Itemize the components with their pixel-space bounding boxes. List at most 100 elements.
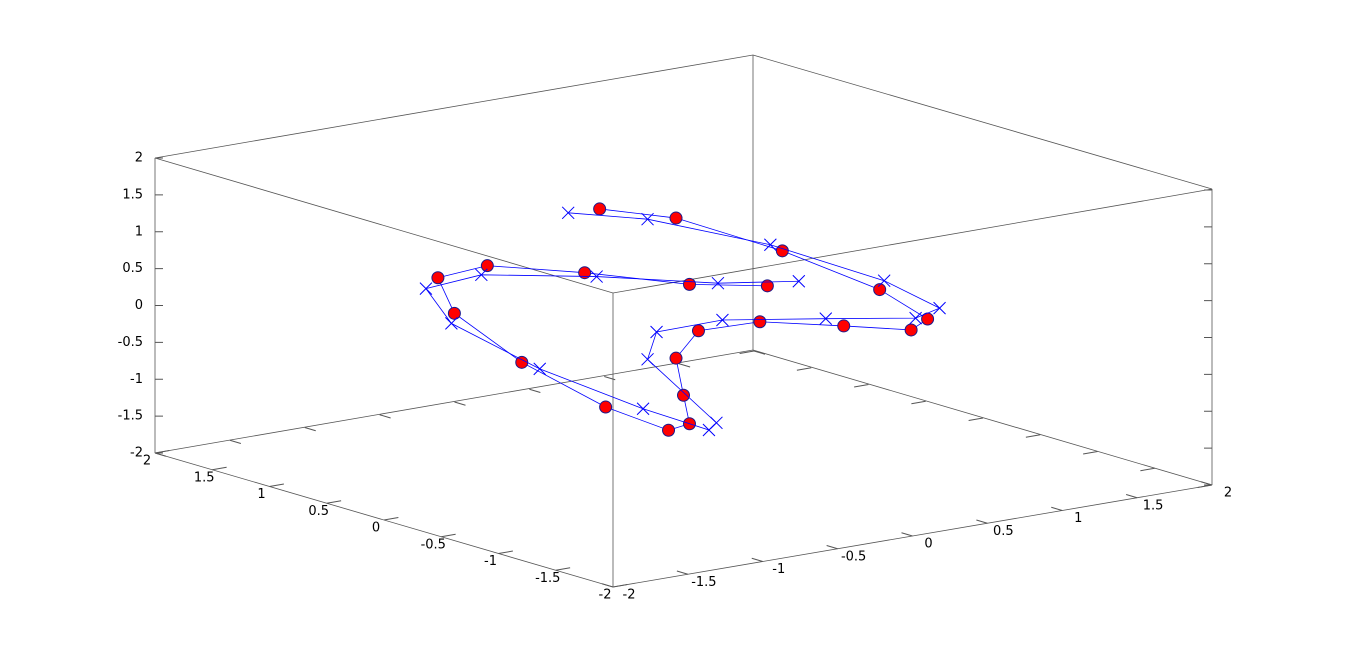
y-tick-label: 0.5: [308, 504, 329, 519]
x-tick: [976, 519, 988, 524]
y-tick: [854, 384, 869, 388]
point: [533, 362, 547, 376]
point: [837, 319, 851, 333]
point: [691, 324, 705, 338]
point: [590, 270, 603, 283]
point: [877, 274, 891, 288]
point: [775, 244, 789, 258]
y-tick-label: -2: [599, 588, 612, 603]
y-tick: [1025, 434, 1041, 438]
z-tick-label: 1.5: [122, 187, 143, 202]
x-tick-label: 1.5: [1143, 498, 1164, 513]
y-tick: [326, 500, 342, 504]
point: [431, 271, 445, 285]
y-tick-label: 2: [143, 454, 151, 469]
point: [447, 306, 461, 320]
y-tick-label: 1: [257, 487, 265, 502]
point: [641, 212, 654, 226]
point: [764, 238, 777, 252]
point: [474, 268, 488, 282]
x-tick: [379, 414, 391, 419]
x-tick: [1200, 481, 1213, 486]
point: [904, 323, 918, 337]
z-tick-label: 0: [135, 298, 143, 313]
x-tick: [304, 427, 316, 432]
y-tick: [1083, 451, 1098, 455]
z-tick-label: -1.5: [118, 409, 143, 424]
point: [792, 274, 806, 288]
x-tick: [753, 350, 766, 355]
y-tick: [612, 584, 628, 588]
series-line: [425, 212, 941, 431]
x-tick: [901, 532, 913, 537]
x-tick-label: -1.5: [691, 575, 716, 590]
point: [419, 282, 433, 296]
x-tick: [604, 376, 616, 381]
y-tick: [796, 367, 812, 371]
point: [641, 352, 654, 366]
y-tick: [911, 400, 926, 405]
y-tick: [441, 533, 456, 538]
point: [515, 355, 529, 369]
z-tick-label: 2: [135, 151, 143, 166]
point: [753, 315, 767, 329]
x-tick: [678, 363, 691, 368]
point: [599, 400, 613, 414]
z-tick-label: -2: [130, 446, 143, 461]
x-tick: [826, 545, 838, 550]
x-tick: [229, 439, 242, 444]
point: [933, 301, 946, 315]
x-tick: [454, 401, 466, 406]
point: [677, 388, 690, 402]
y-tick: [555, 567, 571, 571]
x-tick: [751, 557, 763, 562]
x-tick: [1125, 494, 1138, 499]
y-tick: [739, 350, 755, 354]
x-tick: [154, 452, 167, 457]
point: [909, 311, 922, 325]
z-tick-label: -1: [130, 372, 143, 387]
x-tick: [676, 570, 689, 575]
point: [480, 259, 494, 273]
y-tick-label: -0.5: [421, 537, 446, 552]
point: [578, 266, 592, 280]
point: [702, 423, 716, 437]
point: [650, 325, 663, 339]
x-tick-label: 1: [1074, 511, 1082, 526]
point: [716, 313, 729, 327]
point: [662, 423, 676, 437]
y-tick: [383, 517, 399, 521]
x-tick: [601, 583, 614, 588]
x-tick-label: 2: [1224, 486, 1232, 501]
x-tick-label: -2: [623, 588, 636, 603]
x-tick-label: -0.5: [841, 549, 866, 564]
point: [682, 277, 696, 291]
y-tick-label: 1.5: [194, 470, 215, 485]
y-tick: [212, 466, 227, 471]
point: [711, 276, 725, 290]
y-tick-label: -1.5: [535, 571, 560, 586]
point: [445, 317, 458, 330]
box-top: [154, 54, 1213, 294]
point: [636, 402, 650, 416]
point: [593, 202, 607, 216]
x-tick-label: 0: [924, 537, 932, 552]
y-tick: [498, 550, 513, 554]
y-tick-label: -1: [484, 554, 497, 569]
y-tick-label: 0: [372, 521, 380, 536]
point: [873, 283, 887, 297]
z-tick-label: 0.5: [122, 261, 143, 276]
z-tick-label: 1: [135, 224, 143, 239]
x-tick: [529, 388, 541, 393]
point: [760, 279, 774, 293]
point: [819, 312, 833, 326]
point: [669, 211, 683, 225]
point: [561, 206, 575, 220]
z-tick-label: -0.5: [118, 335, 143, 350]
y-tick: [1140, 467, 1155, 472]
x-tick: [1051, 506, 1063, 511]
box-bottom: [154, 349, 1213, 588]
y-tick: [968, 417, 984, 421]
x-tick-label: 0.5: [993, 524, 1014, 539]
